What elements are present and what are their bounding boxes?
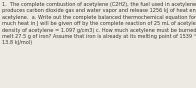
Text: 1.  The complete combustion of acetylene (C2H2), the fuel used in acetylene weld: 1. The complete combustion of acetylene … — [2, 2, 196, 45]
